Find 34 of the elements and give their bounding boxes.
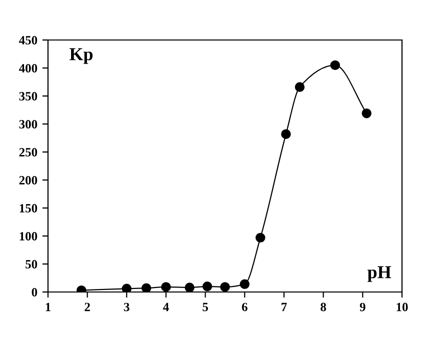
point — [281, 129, 291, 139]
x-tick-label: 7 — [282, 302, 287, 312]
x-tick-label: 10 — [396, 302, 408, 312]
y-tick-label: 100 — [20, 232, 38, 240]
x-tick-label: 2 — [84, 302, 90, 312]
x-tick-label: 9 — [360, 302, 366, 312]
y-tick-label: 50 — [26, 260, 38, 268]
point — [240, 279, 250, 290]
point — [141, 283, 152, 292]
x-axis-title: pH — [368, 266, 392, 282]
y-tick-label: 250 — [19, 148, 38, 156]
x-tick-label: 4 — [163, 302, 169, 312]
y-tick-label: 0 — [32, 288, 38, 296]
x-tick-label: 6 — [242, 302, 248, 312]
point — [202, 282, 212, 292]
point — [184, 282, 194, 292]
y-tick-label: 300 — [19, 120, 38, 128]
x-tick-label: 8 — [320, 302, 326, 312]
point — [362, 108, 372, 118]
x-tick-label: 1 — [46, 302, 50, 312]
point — [294, 82, 305, 92]
y-tick-label: 400 — [19, 64, 38, 72]
x-tick-label: 5 — [202, 302, 208, 312]
point — [220, 282, 230, 292]
point — [161, 282, 171, 292]
y-tick-label: 200 — [19, 176, 38, 184]
y-axis-title: Kp — [70, 48, 93, 64]
y-tick-label: 150 — [20, 204, 38, 212]
point — [330, 60, 340, 70]
y-tick-label: 350 — [19, 92, 38, 100]
x-tick-label: 3 — [124, 302, 130, 312]
point — [122, 284, 132, 292]
point — [256, 232, 266, 243]
y-tick-label: 450 — [19, 36, 38, 44]
